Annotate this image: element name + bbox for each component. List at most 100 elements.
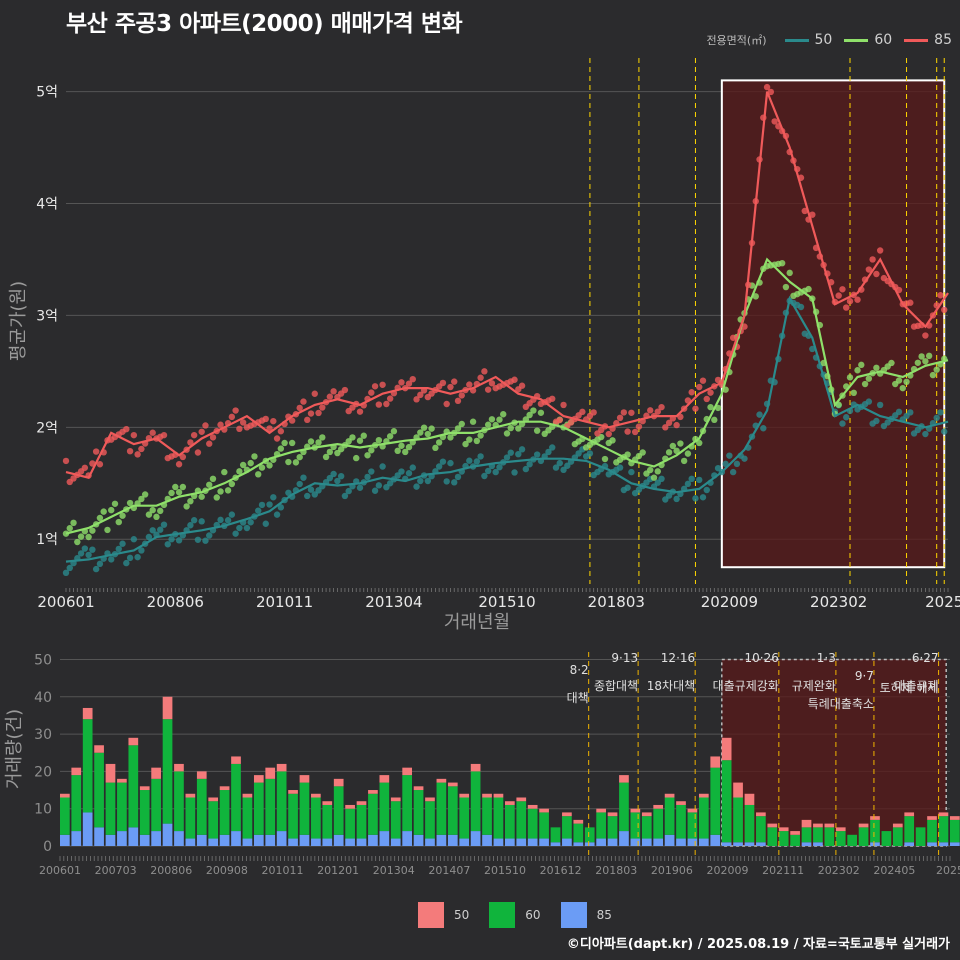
price-point-85 — [304, 416, 311, 424]
volume-bar-60 — [276, 771, 287, 832]
price-point-60 — [432, 444, 439, 452]
volume-bar-60 — [664, 797, 675, 835]
volume-bar-85 — [596, 838, 606, 846]
price-point-85 — [375, 401, 383, 408]
volume-bar-85 — [60, 834, 70, 846]
price-point-60 — [507, 424, 514, 432]
volume-bar-85 — [117, 831, 127, 846]
price-point-85 — [699, 377, 707, 384]
price-point-85 — [631, 428, 639, 436]
legend-line-50 — [784, 38, 809, 42]
price-point-85 — [869, 256, 876, 263]
volume-bar-50 — [573, 819, 584, 824]
price-point-50 — [741, 455, 748, 462]
volume-bar-50 — [151, 767, 161, 779]
price-point-60 — [782, 283, 790, 291]
price-point-85 — [454, 397, 462, 405]
price-point-85 — [270, 417, 277, 425]
price-point-85 — [206, 440, 213, 447]
volume-annotation-label: 18차대책 — [647, 678, 695, 693]
volume-bar-50 — [71, 767, 82, 776]
price-point-60 — [349, 434, 356, 441]
volume-bar-85 — [527, 838, 538, 846]
volume-bar-60 — [311, 797, 321, 839]
price-point-85 — [439, 379, 447, 387]
volume-bar-50 — [835, 827, 846, 832]
price-point-50 — [232, 530, 239, 537]
price-point-60 — [601, 455, 609, 463]
volume-bar-85 — [196, 834, 207, 846]
price-point-50 — [552, 464, 560, 471]
volume-bar-60 — [82, 719, 93, 813]
price-point-50 — [277, 504, 285, 511]
volume-bar-85 — [721, 842, 732, 846]
price-point-50 — [556, 459, 563, 467]
price-point-60 — [255, 471, 262, 478]
volume-bar-50 — [311, 793, 321, 798]
volume-bar-50 — [870, 816, 880, 820]
price-point-60 — [375, 436, 383, 444]
price-line-85 — [65, 91, 949, 479]
price-point-60 — [929, 371, 937, 379]
price-point-60 — [307, 438, 315, 445]
price-point-50 — [262, 520, 269, 527]
volume-bar-50 — [664, 793, 675, 798]
volume-x-tick-label: 201612 — [540, 864, 582, 877]
volume-plot-area: 0 10 20 30 40 50 8·2 대책 9·13 종합대책 12·16 18차대책 10·26 대… — [4, 651, 960, 877]
price-point-85 — [149, 429, 156, 436]
price-y-tick-label: 4억 — [36, 196, 58, 212]
price-point-50 — [907, 409, 914, 416]
price-point-85 — [865, 266, 873, 273]
volume-chart: 0 10 20 30 40 50 8·2 대책 9·13 종합대책 12·16 18차대책 10·26 대… — [4, 651, 960, 877]
volume-bar-60 — [94, 752, 104, 828]
price-point-85 — [209, 434, 217, 441]
volume-y-tick-label: 20 — [34, 764, 52, 780]
price-point-50 — [733, 460, 741, 468]
volume-x-tick-label: 200703 — [95, 864, 137, 877]
volume-annotation-label: 대책 — [567, 690, 589, 705]
price-point-85 — [729, 334, 737, 341]
price-point-85 — [409, 375, 416, 383]
volume-bar-60 — [892, 827, 903, 846]
volume-bar-85 — [470, 831, 481, 846]
price-point-50 — [304, 492, 311, 500]
price-point-60 — [157, 507, 164, 515]
price-x-axis-title: 거래년월 — [444, 612, 510, 633]
price-point-60 — [650, 474, 658, 481]
price-point-85 — [92, 448, 100, 455]
volume-bar-50 — [402, 767, 413, 776]
volume-bar-85 — [128, 827, 139, 846]
volume-bar-85 — [505, 838, 515, 846]
volume-bar-60 — [242, 797, 253, 839]
price-point-85 — [330, 388, 337, 395]
price-point-50 — [507, 449, 514, 456]
price-point-85 — [443, 400, 450, 408]
price-point-50 — [364, 473, 371, 481]
volume-bar-50 — [470, 763, 481, 772]
price-point-85 — [771, 118, 778, 125]
price-point-50 — [839, 420, 846, 427]
price-point-60 — [496, 416, 503, 423]
price-point-60 — [111, 500, 119, 507]
price-point-85 — [81, 464, 89, 471]
volume-bar-85 — [105, 834, 116, 846]
volume-bar-60 — [117, 782, 127, 832]
volume-bar-85 — [756, 842, 766, 846]
volume-bar-60 — [573, 823, 584, 843]
volume-bar-60 — [733, 797, 743, 843]
volume-bar-85 — [333, 834, 344, 846]
price-point-85 — [809, 211, 816, 218]
price-x-tick-label: 201803 — [588, 593, 645, 611]
price-point-85 — [658, 403, 665, 411]
volume-bar-60 — [436, 782, 447, 835]
volume-bar-85 — [71, 831, 82, 846]
price-point-60 — [77, 533, 85, 540]
price-point-60 — [247, 459, 254, 467]
copyright-note: ©디아파트(dapt.kr) / 2025.08.19 / 자료=국토교통부 실… — [566, 937, 950, 952]
price-point-60 — [66, 525, 73, 532]
price-point-85 — [236, 425, 243, 433]
volume-x-tick-label: 200601 — [39, 864, 81, 877]
volume-bar-60 — [950, 819, 960, 843]
volume-x-tick-label: 202405 — [873, 864, 915, 877]
volume-bar-50 — [333, 778, 344, 787]
